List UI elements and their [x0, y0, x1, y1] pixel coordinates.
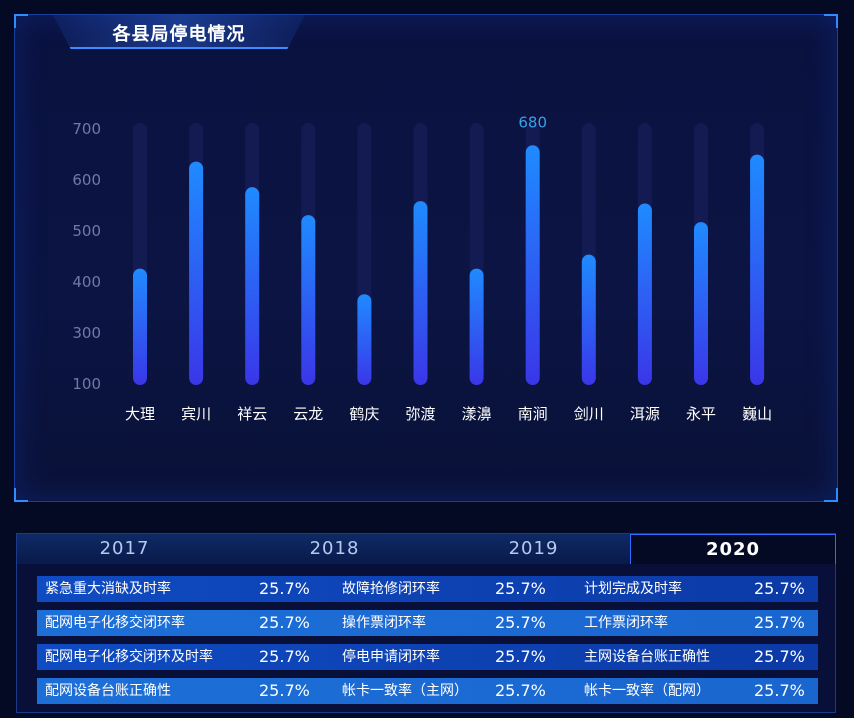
- bar[interactable]: [750, 154, 765, 385]
- bar[interactable]: [637, 203, 652, 385]
- y-tick-label: 400: [72, 273, 101, 291]
- stats-panel: 2017 2018 2019 2020 紧急重大消缺及时率 25.7% 故障抢修…: [16, 533, 836, 713]
- tab-2018[interactable]: 2018: [232, 534, 437, 564]
- bar[interactable]: [525, 145, 540, 385]
- stat-row: 配网电子化移交闭环率 25.7% 操作票闭环率 25.7% 工作票闭环率 25.…: [37, 610, 818, 636]
- stat-label: 配网电子化移交闭环及时率: [45, 649, 213, 665]
- tab-2019[interactable]: 2019: [437, 534, 630, 564]
- bar[interactable]: [245, 187, 260, 385]
- stat-label: 紧急重大消缺及时率: [45, 581, 171, 597]
- stat-value: 25.7%: [495, 647, 546, 666]
- bar[interactable]: [581, 254, 596, 385]
- tab-2020[interactable]: 2020: [630, 534, 836, 564]
- corner-decoration: [14, 14, 28, 28]
- stat-label: 帐卡一致率（配网）: [584, 683, 710, 699]
- bar[interactable]: [413, 201, 428, 385]
- bar[interactable]: [133, 268, 147, 385]
- y-tick-label: 700: [72, 120, 101, 138]
- x-category-label: 南涧: [518, 405, 548, 423]
- y-tick-label: 600: [72, 171, 101, 189]
- x-category-label: 巍山: [742, 405, 772, 423]
- panel-title: 各县局停电情况: [112, 24, 246, 45]
- stat-label: 工作票闭环率: [584, 615, 668, 631]
- y-tick-label: 100: [72, 375, 101, 393]
- stat-label: 帐卡一致率（主网）: [342, 683, 468, 699]
- x-category-label: 宾川: [181, 405, 211, 423]
- x-category-label: 洱源: [630, 405, 660, 423]
- y-tick-label: 500: [72, 222, 101, 240]
- stat-value: 25.7%: [495, 579, 546, 598]
- bar[interactable]: [189, 161, 204, 385]
- data-label: 680: [518, 113, 547, 131]
- x-category-label: 祥云: [237, 405, 267, 423]
- stat-label: 配网电子化移交闭环率: [45, 615, 185, 631]
- chart-panel: 700 600 500 400 300 100 大理 宾川 祥云 云龙 鹤庆 弥渡 漾濞 南涧 剑川 洱源 永…: [14, 14, 838, 502]
- panel-title-banner: 各县局停电情况: [53, 15, 305, 49]
- stat-value: 25.7%: [259, 613, 310, 632]
- stat-label: 配网设备台账正确性: [45, 683, 171, 699]
- bar[interactable]: [694, 222, 708, 385]
- stat-row: 配网电子化移交闭环及时率 25.7% 停电申请闭环率 25.7% 主网设备台账正…: [37, 644, 818, 670]
- bar-chart: 700 600 500 400 300 100 大理 宾川 祥云 云龙 鹤庆 弥渡 漾濞 南涧 剑川 洱源 永…: [72, 113, 772, 423]
- corner-decoration: [824, 488, 838, 502]
- x-category-label: 大理: [125, 405, 155, 423]
- stat-label: 主网设备台账正确性: [584, 649, 710, 665]
- x-category-label: 云龙: [293, 405, 323, 423]
- stat-value: 25.7%: [259, 681, 310, 700]
- stat-value: 25.7%: [754, 681, 805, 700]
- y-tick-label: 300: [72, 324, 101, 342]
- stat-label: 故障抢修闭环率: [342, 581, 440, 597]
- corner-decoration: [824, 14, 838, 28]
- stat-row: 紧急重大消缺及时率 25.7% 故障抢修闭环率 25.7% 计划完成及时率 25…: [37, 576, 818, 602]
- corner-decoration: [14, 488, 28, 502]
- stat-value: 25.7%: [754, 579, 805, 598]
- tab-2017[interactable]: 2017: [17, 534, 232, 564]
- x-category-label: 永平: [686, 405, 716, 423]
- bar[interactable]: [301, 215, 316, 385]
- x-category-label: 剑川: [574, 405, 604, 423]
- x-category-label: 漾濞: [462, 405, 492, 423]
- stat-value: 25.7%: [495, 613, 546, 632]
- stat-value: 25.7%: [754, 647, 805, 666]
- stat-row: 配网设备台账正确性 25.7% 帐卡一致率（主网） 25.7% 帐卡一致率（配网…: [37, 678, 818, 704]
- stat-value: 25.7%: [259, 647, 310, 666]
- stat-label: 操作票闭环率: [342, 615, 426, 631]
- bar[interactable]: [469, 268, 484, 385]
- x-category-label: 弥渡: [405, 405, 435, 423]
- stat-value: 25.7%: [259, 579, 310, 598]
- stat-value: 25.7%: [754, 613, 805, 632]
- year-tabs: 2017 2018 2019 2020: [17, 534, 837, 564]
- bar[interactable]: [357, 294, 372, 385]
- stat-label: 停电申请闭环率: [342, 649, 440, 665]
- x-category-label: 鹤庆: [349, 405, 379, 423]
- stat-label: 计划完成及时率: [584, 581, 682, 597]
- stat-value: 25.7%: [495, 681, 546, 700]
